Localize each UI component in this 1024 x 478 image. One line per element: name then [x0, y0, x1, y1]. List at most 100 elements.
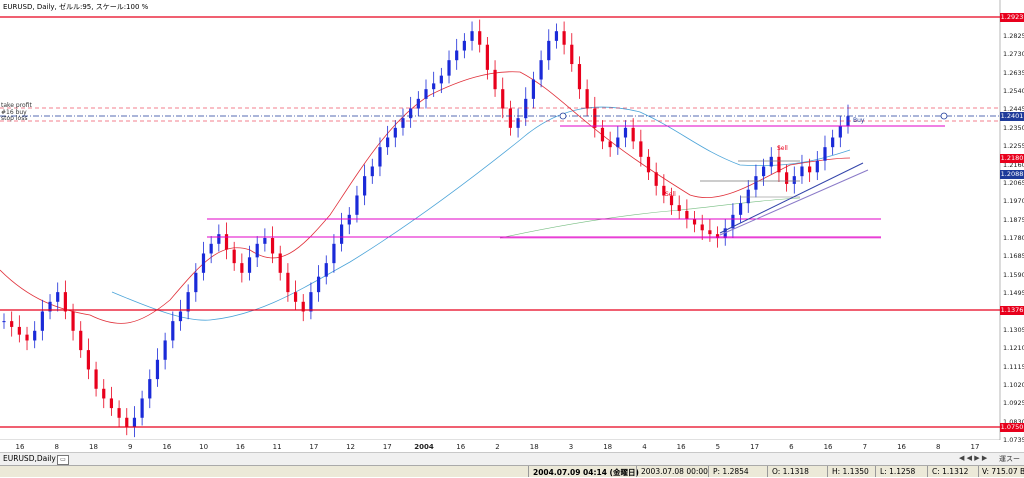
candle-body — [209, 243, 213, 254]
candle-body — [17, 326, 21, 335]
status-low: L: 1.1258 — [880, 467, 916, 476]
candle-body — [378, 147, 382, 167]
candle-body — [785, 172, 789, 184]
candle-body — [662, 185, 666, 196]
time-tick-label: 18 — [88, 443, 98, 451]
candle-body — [577, 64, 582, 90]
candle-body — [194, 272, 198, 293]
candle-body — [669, 195, 674, 206]
price-tick-label: 1.1495 — [1003, 289, 1024, 298]
scroll-arrows-icon[interactable]: ◀ ◀ ▶ ▶ — [959, 454, 988, 462]
chart-tab[interactable]: EURUSD,Daily — [3, 454, 56, 463]
price-tick-label: 1.2825 — [1003, 32, 1024, 41]
status-high: H: 1.1350 — [832, 467, 869, 476]
candle-body — [508, 108, 512, 128]
candle-body — [386, 137, 390, 148]
time-tick-label: 16 — [456, 443, 466, 451]
candle-body — [524, 98, 528, 119]
candle-body — [654, 172, 658, 186]
candle-body — [547, 40, 551, 61]
candle-body — [677, 205, 681, 211]
candle-body — [186, 292, 190, 312]
candle-body — [608, 141, 612, 148]
candle-body — [769, 156, 773, 167]
candle-body — [800, 166, 804, 177]
price-tick-label: 1.1210 — [1003, 344, 1024, 353]
time-tick-label: 16 — [676, 443, 686, 451]
candle-body — [623, 127, 628, 138]
price-tick-label: 1.2540 — [1003, 87, 1024, 96]
candle-body — [86, 350, 90, 370]
status-p: P: 1.2854 — [713, 467, 749, 476]
candle-body — [163, 340, 167, 360]
candle-body — [516, 118, 520, 128]
candle-body — [823, 147, 827, 161]
time-tick-label: 12 — [346, 443, 356, 451]
candle-body — [201, 253, 206, 273]
candle-body — [217, 234, 221, 244]
price-tick-label: 1.0830 — [1003, 417, 1024, 426]
price-tick-label: 1.2635 — [1003, 68, 1024, 77]
time-tick-label: 4 — [642, 443, 647, 451]
price-tick-label: 1.1780 — [1003, 234, 1024, 242]
candle-body — [2, 321, 6, 323]
candle-body — [25, 334, 29, 341]
candle-body — [470, 31, 474, 41]
candle-body — [493, 69, 497, 90]
price-tick-label: 1.1020 — [1003, 380, 1024, 389]
candle-body — [171, 321, 175, 341]
candle-body — [792, 176, 796, 184]
time-tick-label: 8 — [54, 443, 59, 451]
candle-body — [762, 166, 766, 177]
candle-body — [102, 388, 106, 399]
candle-body — [10, 321, 14, 327]
candle-body — [401, 118, 405, 128]
candle-body — [79, 330, 83, 351]
order-marker-right — [940, 112, 948, 120]
candle-body — [232, 249, 236, 264]
candle-body — [432, 83, 436, 90]
status-open: O: 1.1318 — [772, 467, 809, 476]
sell-annotation-2: Sell — [777, 145, 788, 152]
candle-body — [94, 369, 98, 389]
candle-body — [71, 311, 75, 331]
candle-body — [754, 176, 758, 190]
price-tick-label: 1.1115 — [1003, 362, 1024, 371]
time-tick-label: 2 — [495, 443, 500, 451]
candle-body — [447, 60, 451, 76]
price-tag-bottom: 1.0750 — [1000, 423, 1024, 432]
candle-body — [363, 176, 367, 196]
candle-body — [639, 141, 643, 157]
candle-body — [462, 40, 466, 51]
sell-annotation-1: Sell — [665, 191, 676, 198]
candle-body — [316, 276, 321, 293]
price-chart[interactable] — [0, 0, 1024, 440]
status-datetime: 2004.07.09 04:14 (金曜日) — [533, 468, 639, 477]
buy-annotation: Buy — [853, 117, 865, 124]
candle-body — [63, 292, 67, 312]
candle-body — [240, 263, 244, 273]
candle-body — [393, 127, 397, 138]
candle-body — [117, 408, 121, 418]
candle-body — [485, 44, 489, 70]
time-tick-label: 7 — [862, 443, 868, 451]
candle-body — [309, 292, 313, 312]
candle-body — [347, 214, 351, 225]
price-tick-label: 1.2730 — [1003, 50, 1024, 59]
candle-body — [700, 224, 704, 231]
take-profit-label: take profit — [1, 102, 32, 109]
restore-icon[interactable]: ▭ — [57, 455, 69, 465]
price-tick-label: 1.1685 — [1003, 252, 1024, 261]
candle-body — [56, 292, 60, 302]
time-tick-label: 16 — [15, 443, 25, 451]
time-tick-label: 16 — [897, 443, 906, 451]
time-tick-label: 16 — [235, 443, 245, 451]
price-tag-mid-red: 1.2180 — [1000, 154, 1024, 163]
candle-body — [685, 210, 689, 219]
candle-body — [293, 292, 298, 302]
chart-area[interactable]: EURUSD, Daily, ゼルル:95, スケール:100 % take p… — [0, 0, 1024, 451]
candle-body — [501, 89, 505, 109]
price-tick-label: 1.1305 — [1003, 325, 1024, 334]
price-tick-label: 1.1590 — [1003, 270, 1024, 279]
chart-tab-bar: EURUSD,Daily ▭ ◀ ◀ ▶ ▶ 運スー — [0, 452, 1024, 465]
